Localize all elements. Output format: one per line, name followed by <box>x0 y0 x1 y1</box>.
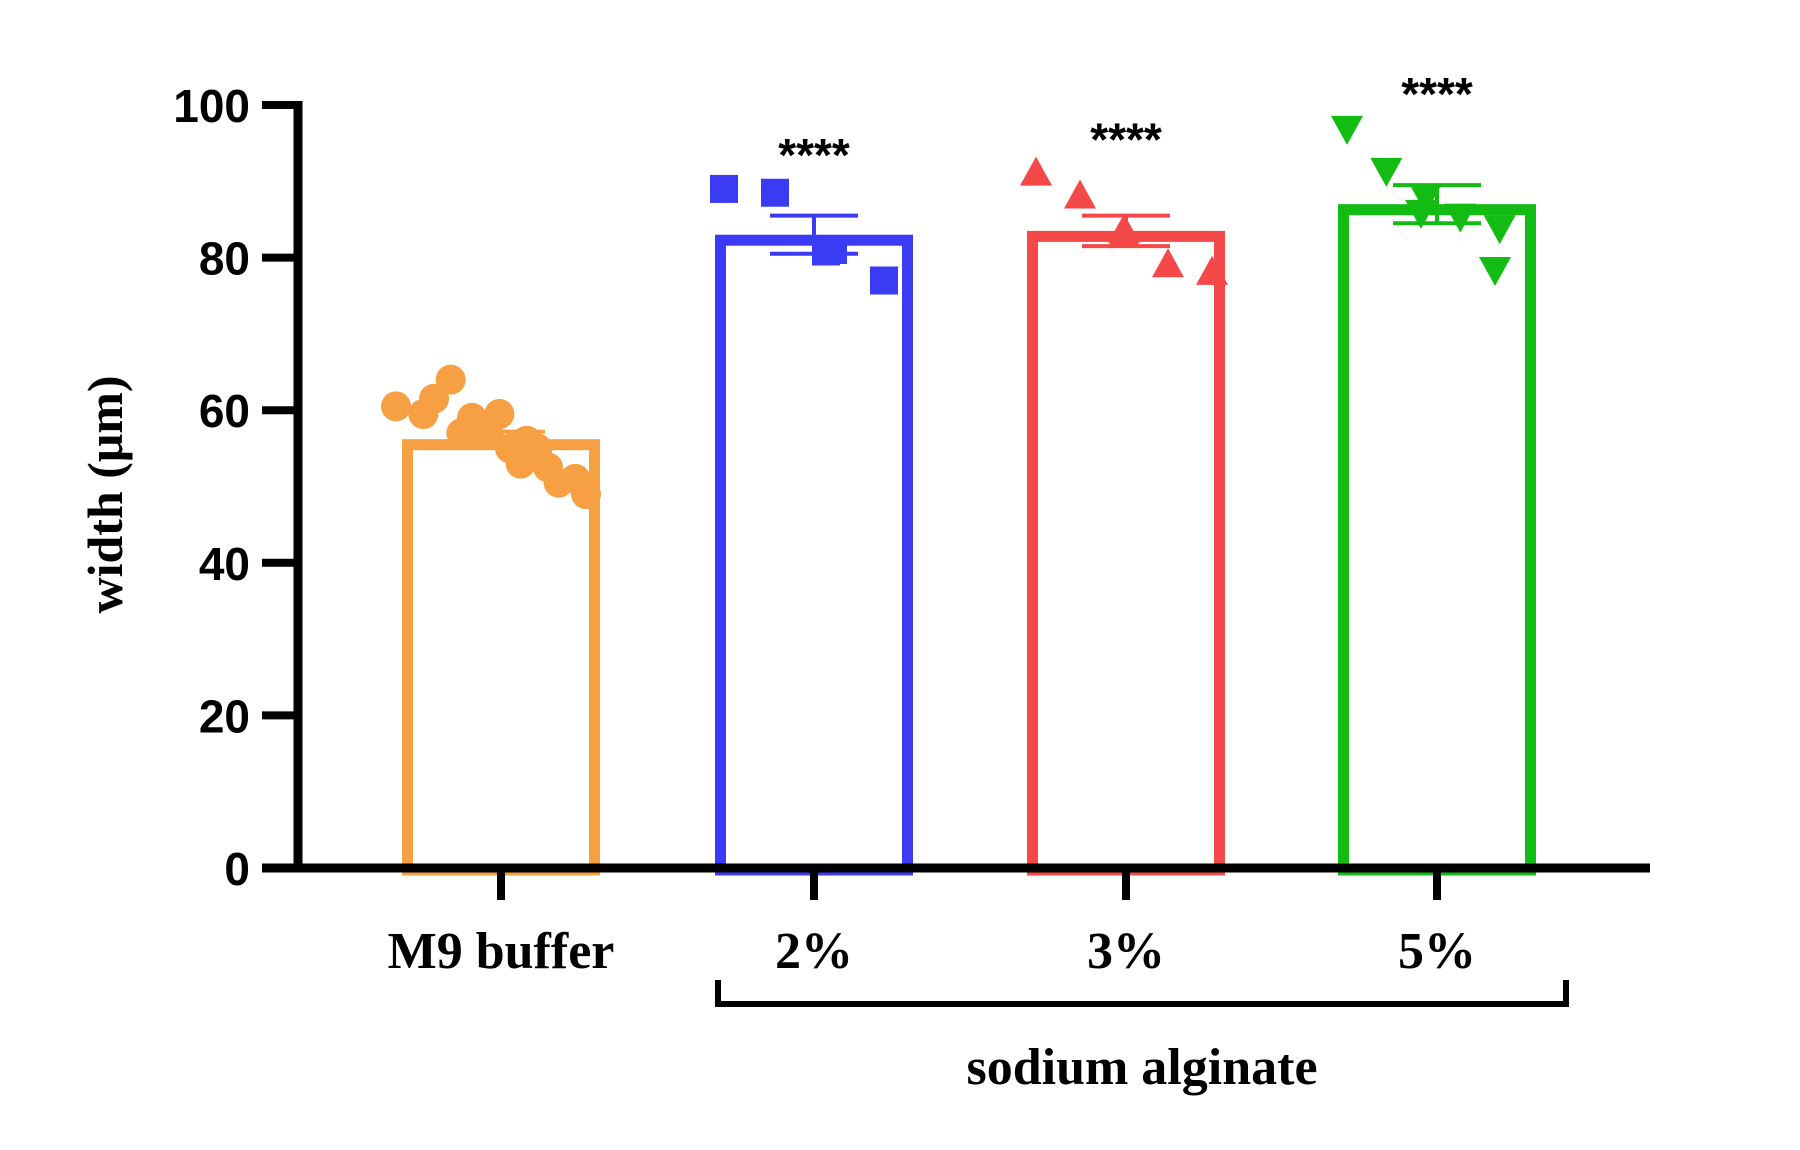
data-point-m9-buffer-4 <box>419 383 449 414</box>
x-tick-label-m9-buffer: M9 buffer <box>388 923 615 980</box>
bar-2pct <box>715 234 913 876</box>
data-point-m9-buffer-16 <box>571 479 601 510</box>
data-point-2pct-2 <box>761 178 789 207</box>
x-tick-label-5pct: 5% <box>1398 923 1476 980</box>
data-point-3pct-5 <box>1152 248 1184 278</box>
data-point-5pct-1 <box>1331 115 1363 145</box>
bar-3pct <box>1027 230 1225 876</box>
group-bracket <box>715 980 1569 1007</box>
x-tick-label-2pct: 2% <box>775 923 853 980</box>
data-point-3pct-4 <box>1108 217 1140 247</box>
data-point-2pct-4 <box>819 235 847 264</box>
significance-label-3pct: **** <box>1090 114 1162 166</box>
data-point-5pct-5 <box>1444 203 1477 233</box>
bar-5pct <box>1338 204 1536 876</box>
data-point-5pct-7 <box>1479 257 1511 287</box>
y-tick-label-80: 80 <box>199 233 250 285</box>
data-point-3pct-1 <box>1020 156 1052 186</box>
y-axis-title: width (μm) <box>77 375 133 613</box>
group-bracket-label: sodium alginate <box>966 1039 1317 1096</box>
data-point-5pct-6 <box>1483 215 1516 245</box>
data-point-2pct-1 <box>710 174 738 203</box>
data-point-5pct-4 <box>1405 199 1437 229</box>
data-point-5pct-3 <box>1409 184 1442 214</box>
significance-label-2pct: **** <box>778 129 850 181</box>
bar-m9-buffer <box>402 439 600 876</box>
y-tick-label-60: 60 <box>199 385 250 437</box>
data-point-5pct-2 <box>1370 157 1403 187</box>
data-point-2pct-5 <box>870 266 898 295</box>
labels-layer: M9 buffer **** 2% **** 3% **** 5% 0 20 40 60 80 100 w… <box>77 68 1476 1096</box>
data-point-3pct-6 <box>1196 255 1228 285</box>
bars-layer <box>402 204 1536 876</box>
data-point-m9-buffer-7 <box>457 402 487 433</box>
data-point-m9-buffer-12 <box>505 448 536 479</box>
y-tick-label-40: 40 <box>199 538 250 590</box>
x-tick-label-3pct: 3% <box>1087 923 1165 980</box>
data-point-m9-buffer-8 <box>484 399 515 430</box>
error-bars-layer <box>457 183 1481 449</box>
data-point-m9-buffer-15 <box>543 467 574 498</box>
y-tick-label-0: 0 <box>224 843 250 895</box>
axes-layer <box>262 101 1650 1007</box>
data-points-layer <box>381 115 1516 510</box>
data-point-m9-buffer-1 <box>381 391 411 422</box>
significance-label-5pct: **** <box>1401 68 1473 120</box>
y-tick-label-100: 100 <box>173 80 250 132</box>
y-tick-label-20: 20 <box>199 690 250 742</box>
data-point-3pct-2 <box>1064 179 1096 209</box>
